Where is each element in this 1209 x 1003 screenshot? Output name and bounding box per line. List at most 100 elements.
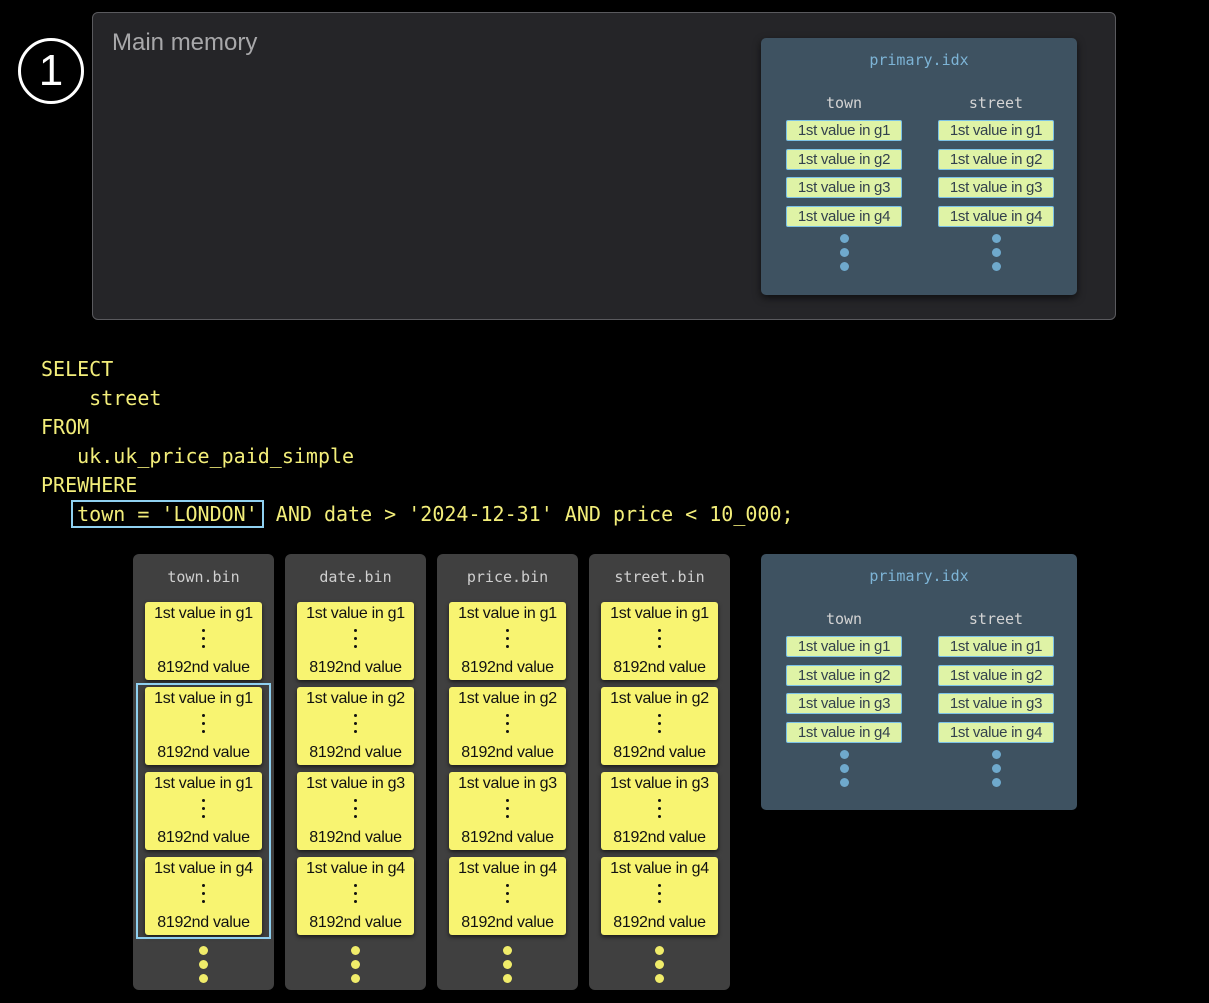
vertical-ellipsis <box>658 629 661 653</box>
granule-block: 1st value in g1 8192nd value <box>145 772 262 850</box>
granule-first-value: 1st value in g1 <box>306 605 405 622</box>
index-column-street: street 1st value in g1 1st value in g2 1st … <box>938 94 1054 271</box>
dot <box>202 807 205 810</box>
dot <box>354 799 357 802</box>
dot <box>658 637 661 640</box>
granule-last-value: 8192nd value <box>309 659 402 676</box>
granule-last-value: 8192nd value <box>613 744 706 761</box>
dot <box>202 637 205 640</box>
ellipsis-dots <box>285 946 426 983</box>
index-entry: 1st value in g3 <box>938 693 1054 714</box>
dot <box>658 645 661 648</box>
dot <box>506 645 509 648</box>
granule-last-value: 8192nd value <box>157 744 250 761</box>
more-granules <box>133 942 274 983</box>
index-entry: 1st value in g1 <box>786 636 902 657</box>
vertical-ellipsis <box>506 884 509 908</box>
granule-first-value: 1st value in g3 <box>610 775 709 792</box>
granule-last-value: 8192nd value <box>461 829 554 846</box>
dot <box>839 778 849 787</box>
vertical-ellipsis <box>202 884 205 908</box>
dot <box>839 248 849 257</box>
granule-block: 1st value in g4 8192nd value <box>145 857 262 935</box>
dot <box>503 960 512 969</box>
index-entry: 1st value in g4 <box>938 721 1054 743</box>
dot <box>991 262 1001 271</box>
dot <box>991 750 1001 759</box>
column-file-price-bin: price.bin 1st value in g1 8192nd value 1st … <box>437 554 578 990</box>
dot <box>658 815 661 818</box>
dot <box>354 892 357 895</box>
sql-line: uk.uk_price_paid_simple <box>41 444 355 468</box>
highlighted-condition: town = 'LONDON' <box>71 500 264 528</box>
granule-block: 1st value in g4 8192nd value <box>449 857 566 935</box>
granule-last-value: 8192nd value <box>309 829 402 846</box>
vertical-ellipsis <box>506 714 509 738</box>
dot <box>658 799 661 802</box>
index-title: primary.idx <box>869 567 969 585</box>
dot <box>506 629 509 632</box>
dot <box>202 629 205 632</box>
granule-first-value: 1st value in g2 <box>458 690 557 707</box>
granule-last-value: 8192nd value <box>461 914 554 931</box>
index-entry: 1st value in g3 <box>786 177 902 198</box>
dot <box>506 722 509 725</box>
dot <box>503 974 512 983</box>
dot <box>199 960 208 969</box>
index-column-header: street <box>968 94 1024 112</box>
step-number-badge: 1 <box>18 38 84 104</box>
more-granules <box>285 942 426 983</box>
dot <box>503 946 512 955</box>
granule-first-value: 1st value in g4 <box>610 860 709 877</box>
dot <box>202 900 205 903</box>
dot <box>202 722 205 725</box>
granule-first-value: 1st value in g2 <box>306 690 405 707</box>
index-entry: 1st value in g4 <box>786 205 902 227</box>
vertical-ellipsis <box>658 884 661 908</box>
column-file-date-bin: date.bin 1st value in g1 8192nd value 1st v… <box>285 554 426 990</box>
sql-rest: AND date > '2024-12-31' AND price < 10_0… <box>263 502 794 526</box>
dot <box>354 730 357 733</box>
dot <box>354 629 357 632</box>
ellipsis-dots <box>437 946 578 983</box>
vertical-ellipsis <box>354 629 357 653</box>
granule-block: 1st value in g3 8192nd value <box>297 772 414 850</box>
granule-first-value: 1st value in g1 <box>154 690 253 707</box>
granule-first-value: 1st value in g4 <box>154 860 253 877</box>
index-column-street: street 1st value in g1 1st value in g2 1st … <box>938 610 1054 787</box>
granule-first-value: 1st value in g1 <box>610 605 709 622</box>
disk-primary-index: primary.idx town 1st value in g1 1st value … <box>761 554 1077 810</box>
dot <box>506 714 509 717</box>
dot <box>506 815 509 818</box>
ellipsis-dots <box>133 946 274 983</box>
granule-last-value: 8192nd value <box>157 914 250 931</box>
dot <box>991 764 1001 773</box>
memory-primary-index: primary.idx town 1st value in g1 1st value … <box>761 38 1077 295</box>
dot <box>202 815 205 818</box>
dot <box>351 974 360 983</box>
main-memory-title: Main memory <box>112 29 258 56</box>
index-entry: 1st value in g1 <box>938 636 1054 657</box>
sql-query: SELECT street FROM uk.uk_price_paid_simp… <box>41 355 794 529</box>
dot <box>839 234 849 243</box>
granule-last-value: 8192nd value <box>461 744 554 761</box>
dot <box>199 974 208 983</box>
ellipsis-dots <box>786 750 902 787</box>
dot <box>354 722 357 725</box>
dot <box>351 946 360 955</box>
index-title: primary.idx <box>869 51 969 69</box>
granule-last-value: 8192nd value <box>157 659 250 676</box>
granule-block: 1st value in g1 8192nd value <box>297 602 414 680</box>
dot <box>655 974 664 983</box>
granule-first-value: 1st value in g2 <box>610 690 709 707</box>
ellipsis-dots <box>786 234 902 271</box>
vertical-ellipsis <box>202 629 205 653</box>
dot <box>202 645 205 648</box>
granule-block: 1st value in g2 8192nd value <box>297 687 414 765</box>
sql-line: SELECT <box>41 357 114 381</box>
index-entry: 1st value in g1 <box>786 120 902 141</box>
dot <box>354 815 357 818</box>
dot <box>658 807 661 810</box>
index-entry: 1st value in g3 <box>786 693 902 714</box>
vertical-ellipsis <box>354 799 357 823</box>
